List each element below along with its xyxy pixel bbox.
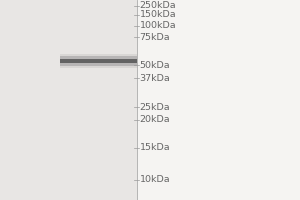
- Bar: [0, 0, 136, 200]
- Text: 25kDa: 25kDa: [140, 102, 170, 112]
- Text: 250kDa: 250kDa: [140, 1, 176, 10]
- Text: 100kDa: 100kDa: [140, 21, 176, 30]
- Text: 15kDa: 15kDa: [140, 144, 170, 152]
- Text: 10kDa: 10kDa: [140, 176, 170, 184]
- Text: 50kDa: 50kDa: [140, 60, 170, 70]
- Bar: [136, 0, 300, 200]
- Text: 75kDa: 75kDa: [140, 32, 170, 42]
- Bar: [60, 54, 136, 68]
- Bar: [60, 59, 136, 63]
- Text: 37kDa: 37kDa: [140, 74, 170, 83]
- Text: 150kDa: 150kDa: [140, 10, 176, 19]
- Bar: [60, 56, 136, 66]
- Text: 20kDa: 20kDa: [140, 116, 170, 124]
